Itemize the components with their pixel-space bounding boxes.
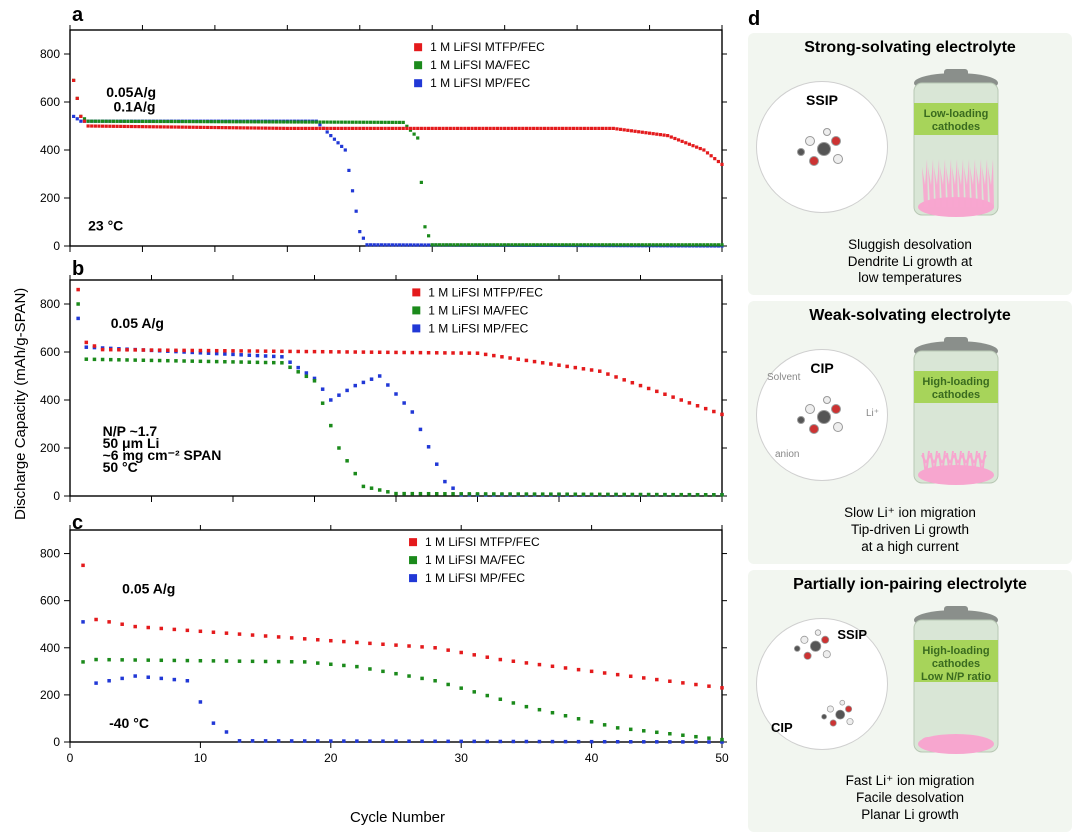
card-title: Weak-solvating electrolyte xyxy=(756,307,1064,325)
battery-schematic: High-loadingcathodes xyxy=(896,335,1016,495)
svg-text:1 M LiFSI MA/FEC: 1 M LiFSI MA/FEC xyxy=(428,303,528,317)
battery-schematic: Low-loadingcathodes xyxy=(896,67,1016,227)
svg-text:-40 °C: -40 °C xyxy=(109,715,149,731)
svg-text:50: 50 xyxy=(715,751,729,765)
svg-text:cathodes: cathodes xyxy=(932,121,980,133)
solvation-circle: SSIP xyxy=(756,81,888,213)
chart-a: 0 200 400 600 800 1 M LiFSI MTFP/FEC 1 M LiFSI… xyxy=(6,8,736,258)
panel-label-d: d xyxy=(748,8,1072,31)
svg-text:400: 400 xyxy=(40,393,60,407)
svg-text:0.1A/g: 0.1A/g xyxy=(113,99,155,115)
svg-text:400: 400 xyxy=(40,641,60,655)
svg-text:10: 10 xyxy=(194,751,208,765)
svg-text:600: 600 xyxy=(40,345,60,359)
battery-schematic: High-loadingcathodesLow N/P ratio xyxy=(896,604,1016,764)
svg-text:1 M LiFSI MTFP/FEC: 1 M LiFSI MTFP/FEC xyxy=(428,285,543,299)
svg-text:200: 200 xyxy=(40,441,60,455)
svg-text:800: 800 xyxy=(40,297,60,311)
svg-text:20: 20 xyxy=(324,751,338,765)
svg-text:1 M LiFSI MTFP/FEC: 1 M LiFSI MTFP/FEC xyxy=(425,535,540,549)
info-card-2: Partially ion-pairing electrolyte SSIPCI… xyxy=(748,570,1072,832)
svg-text:1 M LiFSI MA/FEC: 1 M LiFSI MA/FEC xyxy=(430,58,530,72)
card-title: Partially ion-pairing electrolyte xyxy=(756,576,1064,594)
svg-text:1 M LiFSI MP/FEC: 1 M LiFSI MP/FEC xyxy=(430,76,530,90)
svg-text:0: 0 xyxy=(67,751,74,765)
svg-text:800: 800 xyxy=(40,47,60,61)
svg-text:0: 0 xyxy=(53,239,60,253)
info-card-1: Weak-solvating electrolyte CIPSolventLi⁺… xyxy=(748,301,1072,563)
svg-text:0: 0 xyxy=(53,489,60,503)
chart-c: 0 200 400 600 800 0 10 20 30 40 50 1 M LiFSI MTFP/F… xyxy=(6,508,736,778)
svg-text:0.05 A/g: 0.05 A/g xyxy=(111,315,164,331)
svg-text:200: 200 xyxy=(40,191,60,205)
solvation-circle: CIPSolventLi⁺anion xyxy=(756,349,888,481)
svg-text:30: 30 xyxy=(455,751,469,765)
svg-text:40: 40 xyxy=(585,751,599,765)
chart-b: 0 200 400 600 800 1 M LiFSI MTFP/FEC 1 M LiFSI… xyxy=(6,258,736,508)
y-axis-label: Discharge Capacity (mAh/g-SPAN) xyxy=(12,288,29,520)
info-card-0: Strong-solvating electrolyte SSIP Low-lo… xyxy=(748,33,1072,295)
chart-a-wrap: 0 200 400 600 800 1 M LiFSI MTFP/FEC 1 M LiFSI… xyxy=(6,8,740,258)
svg-text:23 °C: 23 °C xyxy=(88,217,123,233)
svg-text:600: 600 xyxy=(40,594,60,608)
svg-text:200: 200 xyxy=(40,688,60,702)
card-caption: Slow Li⁺ ion migrationTip-driven Li grow… xyxy=(756,505,1064,556)
svg-text:400: 400 xyxy=(40,143,60,157)
svg-text:50 °C: 50 °C xyxy=(103,459,138,475)
svg-text:0.05 A/g: 0.05 A/g xyxy=(122,581,175,597)
svg-text:High-loading: High-loading xyxy=(922,645,989,657)
svg-text:1 M LiFSI MP/FEC: 1 M LiFSI MP/FEC xyxy=(428,321,528,335)
x-axis-label: Cycle Number xyxy=(350,809,445,826)
card-caption: Fast Li⁺ ion migrationFacile desolvation… xyxy=(756,773,1064,824)
charts-column: a 02004006008001 M LiFSI MTFP/FEC1 M LiF… xyxy=(0,0,740,832)
svg-text:High-loading: High-loading xyxy=(922,376,989,388)
card-caption: Sluggish desolvationDendrite Li growth a… xyxy=(756,237,1064,288)
svg-text:1 M LiFSI MTFP/FEC: 1 M LiFSI MTFP/FEC xyxy=(430,40,545,54)
svg-text:cathodes: cathodes xyxy=(932,389,980,401)
chart-c-wrap: 0 200 400 600 800 0 10 20 30 40 50 1 M LiFSI MTFP/F… xyxy=(6,508,740,778)
svg-text:Low-loading: Low-loading xyxy=(924,108,989,120)
svg-text:800: 800 xyxy=(40,547,60,561)
solvation-circle: SSIPCIP xyxy=(756,618,888,750)
card-title: Strong-solvating electrolyte xyxy=(756,39,1064,57)
svg-text:1 M LiFSI MA/FEC: 1 M LiFSI MA/FEC xyxy=(425,553,525,567)
svg-text:1 M LiFSI MP/FEC: 1 M LiFSI MP/FEC xyxy=(425,571,525,585)
infographic-column: d Strong-solvating electrolyte SSIP Low-… xyxy=(740,0,1080,832)
svg-text:Low N/P ratio: Low N/P ratio xyxy=(921,671,991,683)
chart-b-wrap: 0 200 400 600 800 1 M LiFSI MTFP/FEC 1 M LiFSI… xyxy=(6,258,740,508)
svg-text:cathodes: cathodes xyxy=(932,658,980,670)
svg-text:600: 600 xyxy=(40,95,60,109)
svg-text:0: 0 xyxy=(53,735,60,749)
